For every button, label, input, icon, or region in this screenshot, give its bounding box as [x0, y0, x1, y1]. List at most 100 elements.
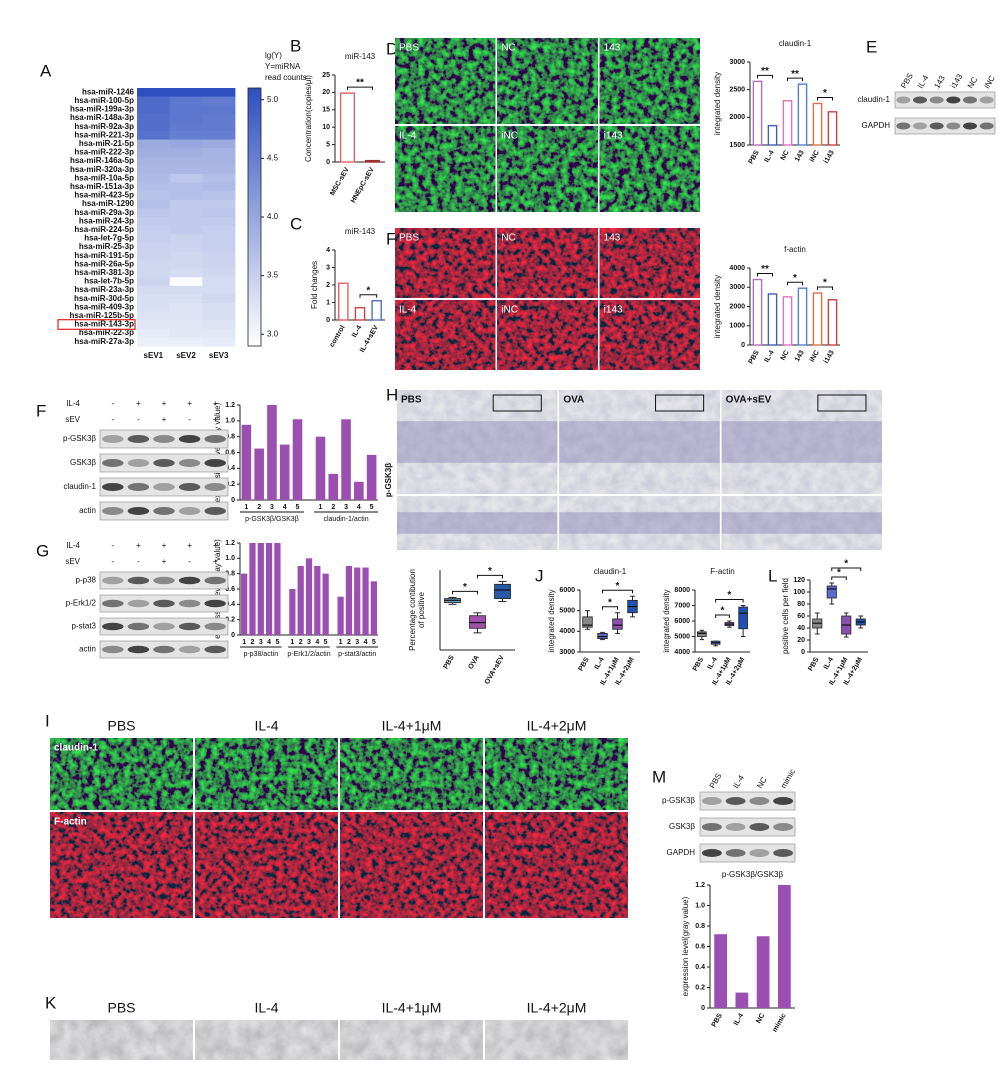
micrograph — [50, 738, 193, 810]
x-tick-label: 1 — [290, 639, 294, 646]
micrograph — [340, 1020, 483, 1060]
micrograph — [599, 38, 700, 124]
y-axis-label: Percentage contibution — [408, 569, 417, 651]
heatmap-cell — [137, 139, 171, 149]
heatmap-cell — [202, 337, 236, 347]
x-tick-label: IL-4 — [707, 656, 719, 670]
y-tick-label: 120 — [793, 577, 805, 584]
row-label: hsa-miR-221-3p — [74, 130, 134, 139]
heatmap-cell — [137, 242, 171, 252]
bar — [337, 596, 344, 635]
blot-band — [127, 576, 150, 585]
blot-band — [153, 599, 175, 608]
significance-label: * — [488, 566, 492, 577]
y-tick-label: 0.4 — [225, 465, 235, 472]
y-tick-label: 1.2 — [225, 402, 235, 409]
heatmap-cell — [137, 303, 171, 312]
blot-band — [979, 122, 994, 130]
micrograph — [497, 38, 598, 124]
panel-letter: M — [652, 767, 666, 786]
heatmap-cell — [137, 182, 171, 192]
bar — [752, 278, 763, 346]
blot-band — [204, 459, 226, 467]
row-label: hsa-miR-27a-3p — [74, 337, 134, 346]
blot-band — [178, 507, 201, 515]
y-tick-label: 0.6 — [225, 586, 235, 593]
blot-band — [204, 435, 226, 443]
heatmap-cell — [137, 294, 171, 304]
significance-label: * — [366, 285, 370, 296]
colorbar-title: lg(Y) — [265, 51, 282, 60]
heatmap-cell — [169, 337, 203, 347]
blot-strip — [99, 429, 229, 449]
significance-label: * — [616, 581, 620, 592]
heatmap-cell — [202, 242, 236, 252]
heatmap-cell — [202, 148, 236, 158]
tissue-band — [397, 421, 558, 463]
blot-band — [913, 96, 927, 104]
heatmap-cell — [169, 105, 203, 115]
blot-strip — [699, 817, 796, 837]
treatment-sign: + — [213, 557, 218, 566]
panel-letter: J — [535, 566, 544, 585]
blot-row-label: GSK3β — [669, 822, 695, 831]
x-tick-label: 4 — [315, 639, 319, 646]
blot-row-label: p-GSK3β — [662, 796, 695, 805]
image-header: IL-4 — [254, 1000, 278, 1016]
y-tick-label: 2000 — [729, 303, 745, 310]
blot-band — [929, 96, 944, 104]
tissue-band — [721, 512, 882, 534]
tissue-band — [559, 421, 720, 463]
lane-label: iNC — [982, 74, 997, 90]
heatmap-cell — [169, 165, 203, 175]
treatment-sign: + — [187, 399, 192, 408]
panel-letter: L — [768, 566, 777, 585]
y-tick-label: 1500 — [729, 142, 745, 149]
bar — [767, 124, 778, 146]
box — [697, 631, 707, 637]
significance-bracket — [757, 273, 773, 277]
bar — [364, 159, 381, 163]
x-tick-label: MSC-sEV — [329, 166, 351, 197]
y-tick-label: 1.0 — [695, 902, 705, 909]
y-axis-label: Fold changes — [310, 261, 319, 309]
micrograph — [485, 738, 628, 810]
treatment-sign: - — [137, 415, 140, 424]
y-tick-label: 5 — [326, 141, 330, 148]
x-tick-label: 3 — [259, 639, 263, 646]
blot-band — [153, 483, 175, 491]
blot-band — [896, 96, 911, 104]
chart-title: miR-143 — [345, 227, 376, 236]
heatmap-cell — [202, 191, 236, 201]
blot-band — [178, 435, 201, 443]
heatmap-cell — [169, 234, 203, 244]
image-header: PBS — [107, 1000, 135, 1016]
chart-title: p-GSK3β/GSK3β — [722, 870, 784, 879]
bar — [354, 567, 361, 635]
y-tick-label: 0 — [801, 649, 805, 656]
y-tick-label: 1.0 — [225, 555, 235, 562]
blot-band — [102, 507, 124, 515]
bar — [274, 543, 281, 635]
heatmap-cell — [169, 311, 203, 321]
x-tick-label: iNC — [809, 349, 821, 363]
blot-band — [913, 122, 927, 130]
row-label: hsa-miR-25-3p — [79, 242, 134, 251]
micrograph — [395, 228, 496, 298]
x-tick-label: 4 — [267, 639, 271, 646]
heatmap-cell — [169, 320, 203, 330]
bar — [370, 581, 377, 635]
y-tick-label: 15 — [322, 107, 330, 114]
image-label: NC — [501, 233, 515, 244]
significance-label: * — [793, 273, 797, 284]
bar — [797, 83, 808, 146]
heatmap-cell — [202, 285, 236, 295]
heatmap-cell — [169, 208, 203, 218]
blot-band — [979, 96, 994, 104]
column-label: sEV1 — [144, 351, 164, 360]
x-tick-label: NC — [780, 349, 791, 361]
heatmap-cell — [137, 328, 171, 338]
blot-band — [896, 122, 911, 130]
x-tick-label: i143 — [823, 349, 836, 364]
